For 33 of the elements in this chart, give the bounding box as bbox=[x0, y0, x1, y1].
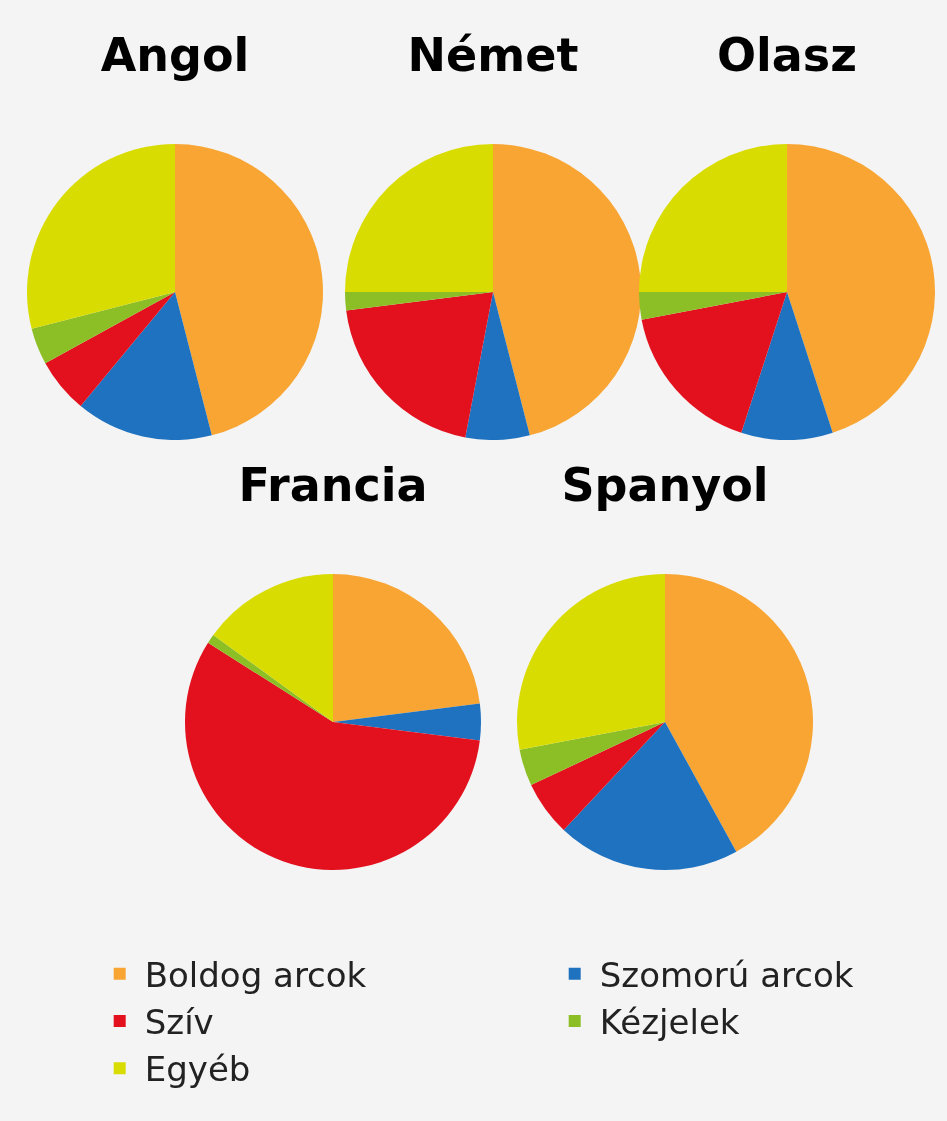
chart-title: Spanyol bbox=[561, 458, 769, 513]
legend-label: Egyéb bbox=[144, 1049, 251, 1090]
legend-label: Kézjelek bbox=[599, 1002, 740, 1043]
pie-slice bbox=[45, 292, 175, 407]
pie-slice bbox=[175, 144, 323, 436]
pie-slice bbox=[213, 574, 333, 722]
pie-slice bbox=[31, 292, 175, 364]
legend-label: Boldog arcok bbox=[144, 955, 367, 996]
pie-slice bbox=[639, 292, 787, 320]
pie-slice bbox=[333, 574, 480, 722]
pie-slice bbox=[185, 642, 480, 870]
pie-slice bbox=[639, 144, 787, 292]
pie-slice bbox=[345, 144, 493, 292]
pie-slice bbox=[208, 635, 333, 722]
pie-slice bbox=[563, 722, 737, 870]
pie-slice bbox=[493, 144, 641, 436]
chart-title: Angol bbox=[100, 28, 250, 83]
pie-slice bbox=[27, 144, 175, 329]
pie-slice bbox=[346, 292, 493, 438]
chart-title: Német bbox=[407, 28, 579, 83]
chart-title: Francia bbox=[238, 458, 428, 513]
chart-title: Olasz bbox=[716, 28, 858, 83]
pie-slice bbox=[517, 574, 665, 750]
pie-slice bbox=[665, 574, 813, 852]
legend-label: Szív bbox=[144, 1002, 214, 1043]
pie-slice bbox=[531, 722, 665, 830]
pie-slice bbox=[519, 722, 665, 786]
legend-label: Szomorú arcok bbox=[599, 955, 854, 996]
pie-slice bbox=[465, 292, 530, 440]
pie-slice bbox=[641, 292, 787, 433]
pie-slice bbox=[741, 292, 833, 440]
pie-slice bbox=[80, 292, 212, 440]
pie-slice bbox=[787, 144, 935, 433]
